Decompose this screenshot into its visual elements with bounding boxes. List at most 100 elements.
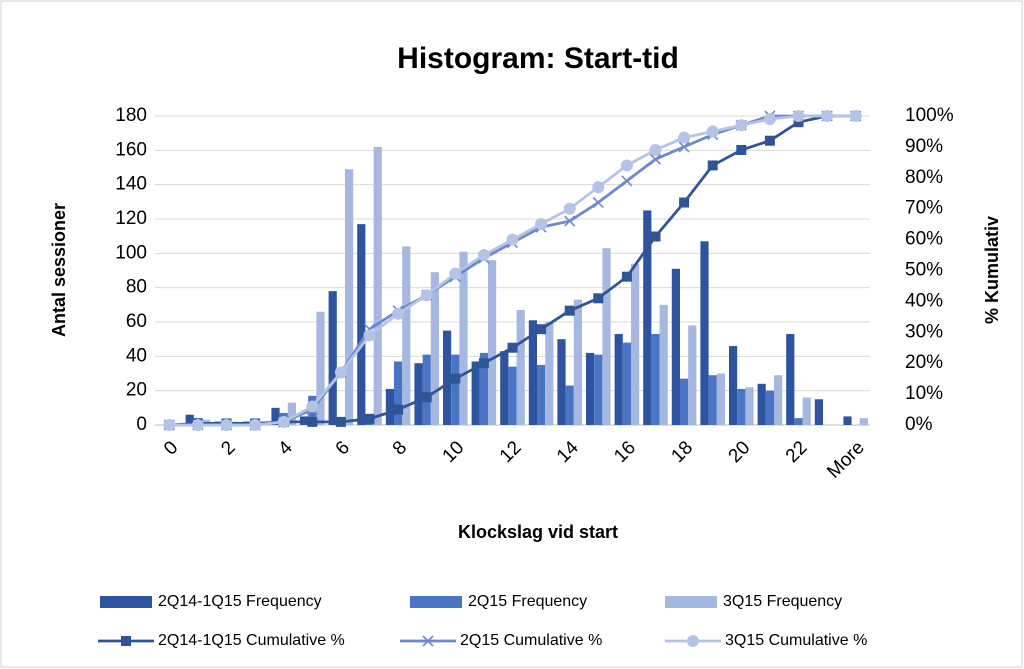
bar xyxy=(385,388,394,425)
legend-swatch xyxy=(410,596,462,608)
bar xyxy=(565,385,574,425)
line-marker xyxy=(620,159,633,172)
legend-label: 2Q15 Cumulative % xyxy=(460,632,602,649)
y-tick-label: 0 xyxy=(136,414,147,435)
y2-tick-label: 0% xyxy=(905,414,933,435)
bar xyxy=(430,272,439,425)
line-marker xyxy=(793,117,804,128)
y-tick-label: 120 xyxy=(115,208,147,229)
line-marker xyxy=(477,249,490,262)
bar xyxy=(516,309,525,425)
bar xyxy=(271,407,280,425)
bar xyxy=(622,342,631,425)
bar xyxy=(745,387,754,425)
line-marker xyxy=(421,392,432,403)
bar xyxy=(287,402,296,425)
legend-swatch xyxy=(665,596,717,608)
line-marker xyxy=(621,175,633,187)
bar xyxy=(708,375,717,425)
bar xyxy=(814,399,823,425)
bar xyxy=(680,378,689,425)
bar xyxy=(786,334,795,425)
line-marker xyxy=(592,181,605,194)
line-marker xyxy=(392,307,405,320)
legend-label: 2Q14-1Q15 Frequency xyxy=(158,593,322,610)
line-marker xyxy=(563,202,576,215)
line-marker xyxy=(735,119,748,132)
line-marker xyxy=(191,419,204,431)
bar xyxy=(794,418,803,425)
line-marker xyxy=(393,404,404,415)
bar xyxy=(357,224,366,425)
line-marker xyxy=(220,419,233,431)
bar xyxy=(859,418,868,425)
bar xyxy=(602,248,611,425)
line-marker xyxy=(420,289,433,302)
line-marker xyxy=(249,419,262,431)
y2-tick-label: 60% xyxy=(905,229,943,250)
y2-tick-label: 90% xyxy=(905,136,943,157)
legend-swatch xyxy=(100,596,152,608)
y2-tick-label: 100% xyxy=(905,105,954,126)
line-marker xyxy=(706,125,719,138)
bar xyxy=(631,263,640,425)
bar xyxy=(729,346,738,425)
bar xyxy=(451,354,460,425)
chart-title: Histogram: Start-tid xyxy=(397,42,679,75)
line-marker xyxy=(621,271,632,282)
line-marker xyxy=(564,215,576,227)
bar xyxy=(802,397,811,425)
bar xyxy=(688,325,697,425)
line-marker xyxy=(364,413,375,424)
y2-tick-label: 40% xyxy=(905,290,943,311)
bar xyxy=(373,146,382,425)
bar xyxy=(765,390,774,425)
bar xyxy=(528,320,537,425)
legend-marker xyxy=(687,635,699,647)
bar xyxy=(700,241,709,425)
bar xyxy=(545,322,554,425)
line-marker xyxy=(679,197,690,208)
bar xyxy=(737,388,746,425)
y2-tick-label: 10% xyxy=(905,383,943,404)
y-tick-label: 160 xyxy=(115,139,147,160)
y-axis-title: Antal sessioner xyxy=(49,203,69,337)
line-marker xyxy=(335,416,346,427)
bar xyxy=(471,361,480,425)
legend-label: 2Q14-1Q15 Cumulative % xyxy=(158,632,345,649)
line-marker xyxy=(707,160,718,171)
bar xyxy=(328,291,337,425)
bar xyxy=(659,304,668,425)
line-marker xyxy=(678,141,690,153)
bar xyxy=(316,311,325,425)
line-marker xyxy=(592,196,604,209)
y-tick-label: 80 xyxy=(126,277,147,298)
line-marker xyxy=(650,231,661,242)
legend-marker xyxy=(121,636,131,646)
bar xyxy=(459,251,468,425)
bar xyxy=(394,361,403,425)
line-marker xyxy=(763,113,776,126)
line-marker xyxy=(593,293,604,304)
line-marker xyxy=(678,131,691,144)
y-tick-label: 40 xyxy=(126,345,147,366)
bar xyxy=(643,210,652,425)
bar xyxy=(422,354,431,425)
bar xyxy=(757,383,766,425)
bar xyxy=(443,330,452,425)
bar xyxy=(651,334,660,425)
line-marker xyxy=(478,358,489,369)
bar xyxy=(716,373,725,425)
x-axis-title: Klockslag vid start xyxy=(458,522,618,542)
line-marker xyxy=(564,305,575,316)
line-marker xyxy=(306,400,319,413)
y2-tick-label: 50% xyxy=(905,260,943,281)
bar xyxy=(345,169,354,425)
bar xyxy=(488,260,497,425)
legend-item xyxy=(98,636,154,646)
bar xyxy=(479,352,488,425)
bar xyxy=(843,416,852,425)
line-marker xyxy=(535,218,548,231)
